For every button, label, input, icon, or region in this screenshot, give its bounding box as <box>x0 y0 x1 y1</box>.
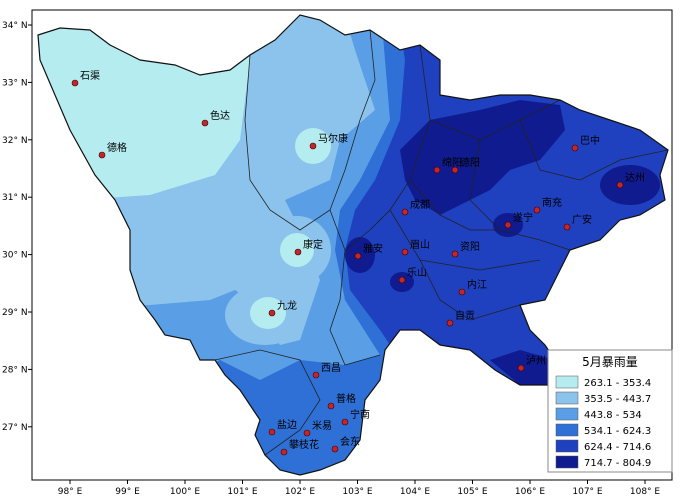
city-dot <box>331 445 339 453</box>
lat-label: 30° N <box>2 251 28 261</box>
lat-label: 34° N <box>2 21 28 31</box>
city-label: 自贡 <box>455 309 475 322</box>
lon-label: 108° E <box>630 487 661 497</box>
city-label: 乐山 <box>407 267 427 279</box>
city-dot <box>354 252 362 260</box>
city-dot <box>268 309 276 317</box>
city-label: 普格 <box>336 392 356 405</box>
legend-label: 624.4 - 714.6 <box>584 442 651 453</box>
legend-label: 534.1 - 624.3 <box>584 426 651 437</box>
city-dot <box>201 119 209 127</box>
city-dot <box>517 364 525 372</box>
city-label: 康定 <box>303 238 323 251</box>
lat-label: 28° N <box>2 365 28 375</box>
city-dot <box>312 371 320 379</box>
lat-label: 31° N <box>2 193 28 203</box>
legend-label: 263.1 - 353.4 <box>584 378 651 389</box>
city-dot <box>451 250 459 258</box>
lon-label: 99° E <box>115 487 140 497</box>
legend-swatch <box>555 375 579 389</box>
legend-label: 714.7 - 804.9 <box>584 458 651 469</box>
city-dot <box>327 402 335 410</box>
legend-swatch <box>555 439 579 453</box>
lon-label: 101° E <box>227 487 258 497</box>
city-label: 马尔康 <box>318 132 348 145</box>
city-dot <box>458 288 466 296</box>
city-dot <box>268 428 276 436</box>
legend-label: 353.5 - 443.7 <box>584 394 651 405</box>
legend-swatch <box>555 407 579 421</box>
city-dot <box>309 142 317 150</box>
city-dot <box>294 248 302 256</box>
city-dot <box>303 429 311 437</box>
city-dot <box>71 79 79 87</box>
lon-label: 107° E <box>572 487 603 497</box>
city-label: 德阳 <box>460 156 480 169</box>
lat-label: 29° N <box>2 308 28 318</box>
city-label: 成都 <box>410 199 430 211</box>
city-label: 眉山 <box>410 239 430 251</box>
city-dot <box>398 276 406 284</box>
legend-label: 443.8 - 534 <box>584 410 642 421</box>
lon-label: 105° E <box>457 487 488 497</box>
legend-swatch <box>555 455 579 469</box>
lon-label: 100° E <box>170 487 201 497</box>
city-dot <box>280 448 288 456</box>
lon-label: 98° E <box>58 487 83 497</box>
city-dot <box>98 151 106 159</box>
city-label: 广安 <box>572 213 592 226</box>
lat-label: 27° N <box>2 423 28 433</box>
city-label: 达州 <box>625 172 645 184</box>
city-label: 会东 <box>340 435 360 448</box>
city-dot <box>533 206 541 214</box>
city-label: 宁南 <box>350 408 370 421</box>
city-dot <box>401 248 409 256</box>
city-dot <box>571 144 579 152</box>
lat-label: 32° N <box>2 136 28 146</box>
city-label: 攀枝花 <box>289 438 319 451</box>
city-dot <box>504 221 512 229</box>
city-dot <box>433 166 441 174</box>
city-label: 绵阳 <box>442 156 462 169</box>
lon-label: 104° E <box>400 487 431 497</box>
legend-swatch <box>555 391 579 405</box>
lat-label: 33° N <box>2 78 28 88</box>
legend-swatch <box>555 423 579 437</box>
city-label: 内江 <box>467 278 487 291</box>
city-label: 遂宁 <box>513 211 533 224</box>
city-label: 盐边 <box>277 418 297 431</box>
city-label: 色达 <box>210 109 230 122</box>
city-dot <box>446 319 454 327</box>
city-dot <box>451 166 459 174</box>
city-label: 米易 <box>312 419 332 432</box>
city-label: 南充 <box>542 196 562 209</box>
lon-label: 103° E <box>342 487 373 497</box>
city-label: 泸州 <box>526 355 546 367</box>
lon-label: 106° E <box>515 487 546 497</box>
city-label: 资阳 <box>460 241 480 253</box>
city-dot <box>401 208 409 216</box>
city-label: 巴中 <box>580 134 600 147</box>
city-dot <box>563 223 571 231</box>
city-label: 石渠 <box>80 70 100 82</box>
city-label: 九龙 <box>277 299 297 312</box>
legend-title: 5月暴雨量 <box>582 355 638 369</box>
city-label: 西昌 <box>321 362 341 374</box>
city-label: 德格 <box>107 141 127 154</box>
city-dot <box>616 181 624 189</box>
city-dot <box>341 418 349 426</box>
city-label: 雅安 <box>363 242 383 255</box>
lon-label: 102° E <box>285 487 316 497</box>
